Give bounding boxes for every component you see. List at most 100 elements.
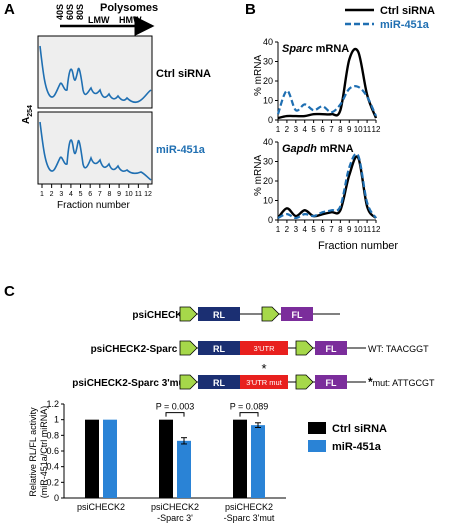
ylabel-gapdh: % mRNA <box>253 155 264 196</box>
x-tick-label: 11 <box>363 225 372 234</box>
a-tick-label: 1 <box>40 191 44 198</box>
utr-box <box>240 341 288 355</box>
trace-box-ctrl <box>37 35 153 109</box>
promoter-icon <box>295 340 314 356</box>
bar-category-line: psiCHECK2 <box>77 502 125 512</box>
y-tick-label: 30 <box>263 57 273 67</box>
construct-name: psiCHECK2 <box>132 310 188 321</box>
promoter-icon <box>179 374 198 390</box>
series-mir-line <box>276 85 378 117</box>
x-tick-label: 1 <box>276 125 281 134</box>
label-60s: 60S <box>65 4 75 20</box>
bar-category-label: psiCHECK2 -Sparc 3'mut <box>224 502 275 523</box>
bar-ctrl <box>233 419 247 498</box>
ylabel-a254: A254 <box>21 105 34 124</box>
bar-category-line: psiCHECK2 <box>225 502 273 512</box>
x-tick-label: 6 <box>320 225 325 234</box>
label-ctrl-sirna: Ctrl siRNA <box>156 68 211 80</box>
legend-label: Ctrl siRNA <box>332 423 387 435</box>
label-mir-451a: miR-451a <box>156 144 206 156</box>
sequence-note-text: mut: ATTGCGT <box>373 378 435 388</box>
bar-y-tick-label: 0.6 <box>46 446 59 456</box>
promoter-icon <box>261 306 280 322</box>
bar-ylabel-line2: (miR-451a/Ctrl miRNA) <box>39 406 49 499</box>
bar-ylabel: Relative RL/FL activity(miR-451a/Ctrl mi… <box>28 406 49 499</box>
bar-category-line: -Sparc 3'mut <box>224 513 275 523</box>
bar-category-line: psiCHECK2 <box>151 502 199 512</box>
mutation-star: * <box>261 361 266 376</box>
legend-b-ctrl: Ctrl siRNA <box>380 5 435 17</box>
a-tick-label: 10 <box>125 191 133 198</box>
title-sparc: Sparc mRNA <box>282 43 349 55</box>
label-40s: 40S <box>55 4 65 20</box>
bar-y-tick-label: 0.2 <box>46 477 59 487</box>
rl-label: RL <box>213 310 225 320</box>
utr-label: 3'UTR <box>253 344 275 353</box>
construct-name: psiCHECK2-Sparc 3' <box>91 344 188 355</box>
a-tick-label: 7 <box>98 191 102 198</box>
x-tick-label: 9 <box>347 125 352 134</box>
y-tick-label: 10 <box>263 196 273 206</box>
bar-ctrl <box>159 419 173 498</box>
panel-b-letter: B <box>245 1 256 18</box>
rl-box <box>198 341 240 355</box>
utr-label: 3'UTR mut <box>246 378 283 387</box>
fl-box <box>315 375 347 389</box>
x-tick-label: 5 <box>311 125 316 134</box>
fl-label: FL <box>326 378 337 388</box>
x-tick-label: 5 <box>311 225 316 234</box>
polysomes-label: Polysomes <box>100 2 158 14</box>
promoter-icon <box>179 306 198 322</box>
legend-mir-swatch <box>308 440 326 452</box>
legend-ctrl-swatch <box>308 422 326 434</box>
x-tick-label: 3 <box>294 125 299 134</box>
significance-bracket <box>239 412 259 417</box>
x-tick-label: 12 <box>372 125 381 134</box>
x-tick-label: 3 <box>294 225 299 234</box>
x-tick-label: 10 <box>354 125 363 134</box>
title-gapdh: Gapdh mRNA <box>282 143 354 155</box>
a-tick-label: 12 <box>144 191 152 198</box>
x-tick-label: 11 <box>363 125 372 134</box>
y-tick-label: 0 <box>268 115 273 125</box>
x-tick-label: 9 <box>347 225 352 234</box>
panel-a: A 40S 60S 80S Polysomes LMW HMW Ctrl siR… <box>4 1 211 211</box>
bar-y-tick-label: 0 <box>54 493 59 503</box>
utr-box <box>240 375 288 389</box>
panel-a-ticks: 1 2 3 4 5 6 7 8 9 10 11 12 <box>40 184 152 198</box>
y-tick-label: 40 <box>263 137 273 147</box>
y-tick-label: 20 <box>263 176 273 186</box>
bar-mir <box>103 419 117 498</box>
promoter-icon <box>179 340 198 356</box>
x-tick-label: 4 <box>303 125 308 134</box>
bar-ctrl <box>85 419 99 498</box>
panel-b: B Ctrl siRNA miR-451a % mRNA % mRNA Spar… <box>245 1 435 252</box>
p-value-label: P = 0.089 <box>230 402 269 412</box>
legend-label: miR-451a <box>332 441 382 453</box>
lmw-label: LMW <box>88 15 110 25</box>
a-tick-label: 5 <box>79 191 83 198</box>
rl-box <box>198 307 240 321</box>
x-tick-label: 12 <box>372 225 381 234</box>
fl-box <box>281 307 313 321</box>
x-tick-label: 2 <box>285 225 290 234</box>
trace-ctrl <box>39 45 152 103</box>
x-tick-label: 2 <box>285 125 290 134</box>
x-tick-label: 1 <box>276 225 281 234</box>
bar-category-label: psiCHECK2 <box>77 502 125 512</box>
bar-y-tick-label: 1.2 <box>46 399 59 409</box>
y-tick-label: 0 <box>268 215 273 225</box>
hmw-label: HMW <box>119 15 142 25</box>
y-tick-label: 30 <box>263 157 273 167</box>
bar-y-tick-label: 0.4 <box>46 462 59 472</box>
a-tick-label: 6 <box>88 191 92 198</box>
x-tick-label: 4 <box>303 225 308 234</box>
promoter-icon <box>295 374 314 390</box>
bar-category-line: -Sparc 3' <box>157 513 193 523</box>
y-tick-label: 10 <box>263 96 273 106</box>
a-tick-label: 3 <box>59 191 63 198</box>
